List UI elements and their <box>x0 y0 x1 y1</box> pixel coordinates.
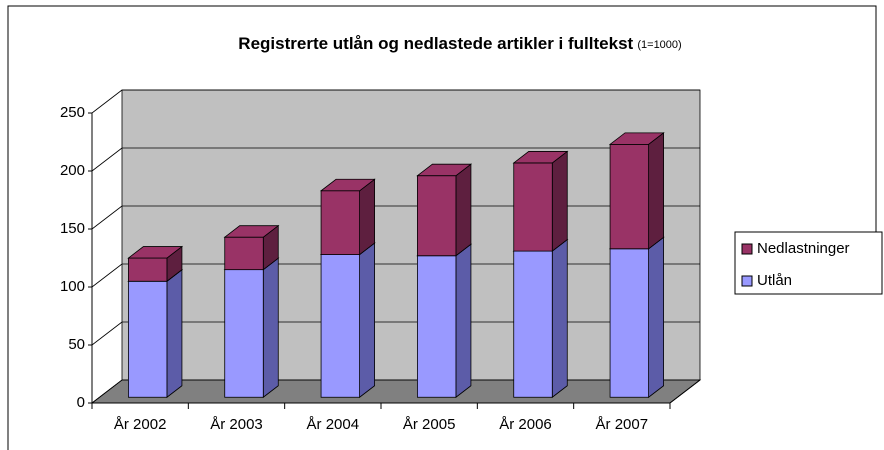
chart-title: Registrerte utlån og nedlastede artikler… <box>238 34 681 53</box>
bar-side <box>648 236 664 399</box>
bar <box>320 254 361 398</box>
bar-side <box>455 243 472 399</box>
bar-side <box>166 268 183 399</box>
bar <box>320 190 361 255</box>
x-tick-label: År 2003 <box>210 416 263 433</box>
bar-side <box>359 178 376 256</box>
bar-top <box>223 225 280 238</box>
y-tick-label: 200 <box>60 162 85 179</box>
side-grid-line <box>91 321 123 346</box>
side-grid-line <box>91 147 123 172</box>
y-tick-label: 150 <box>60 220 85 237</box>
bar <box>513 250 553 398</box>
legend-box <box>734 231 883 295</box>
bar <box>224 269 264 398</box>
floor <box>90 379 702 404</box>
chart-border <box>7 5 877 450</box>
bar <box>609 248 649 398</box>
bar <box>224 236 264 271</box>
bar <box>513 162 553 252</box>
bar-side <box>551 150 568 252</box>
bar-top <box>512 151 569 164</box>
legend-label: Utlån <box>757 272 792 289</box>
x-tick-label: År 2007 <box>596 416 649 433</box>
legend-swatch <box>741 243 753 255</box>
bar <box>127 280 168 398</box>
side-grid-line <box>91 89 123 114</box>
legend-label: Nedlastninger <box>757 240 850 257</box>
bar-top <box>416 163 473 177</box>
bar-side <box>262 257 279 399</box>
side-grid-line <box>91 379 123 404</box>
bar-top <box>127 246 184 259</box>
y-tick-label: 50 <box>68 336 85 353</box>
title-main: Registrerte utlån og nedlastede artikler… <box>238 34 633 53</box>
bar-side <box>648 132 664 250</box>
bar-side <box>359 242 376 399</box>
x-tick-label: År 2006 <box>499 416 552 433</box>
title-note: (1=1000) <box>637 39 681 51</box>
side-grid-line <box>91 205 123 230</box>
x-axis-depth <box>669 379 701 404</box>
bar-side <box>551 238 568 399</box>
bar-top <box>319 178 376 192</box>
y-tick-label: 0 <box>77 394 85 411</box>
legend: Nedlastninger Utlån <box>734 231 883 295</box>
side-grid-line <box>91 263 123 288</box>
y-tick-label: 100 <box>60 278 85 295</box>
bar <box>127 257 168 282</box>
x-tick-label: År 2002 <box>114 416 167 433</box>
bar <box>609 143 649 250</box>
bar <box>416 175 457 257</box>
bar <box>416 255 457 398</box>
legend-swatch <box>741 275 753 287</box>
bar-side <box>455 163 472 257</box>
bar-top <box>608 132 665 145</box>
x-tick-label: År 2004 <box>307 416 360 433</box>
x-tick-label: År 2005 <box>403 416 456 433</box>
y-tick-label: 250 <box>60 104 85 121</box>
